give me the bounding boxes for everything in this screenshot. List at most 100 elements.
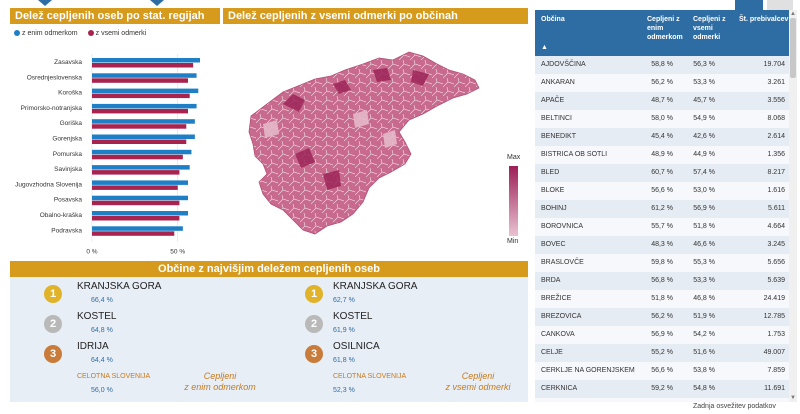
cell-one-dose: 60,7 % [651,169,673,176]
bar-all-doses[interactable] [92,170,180,175]
table-row[interactable]: BLED 60,7 % 57,4 % 8.217 [535,164,789,182]
cell-one-dose: 56,8 % [651,277,673,284]
cell-one-dose: 54,2 % [651,398,673,402]
high-rate-municipalities[interactable] [283,68,429,190]
table-row[interactable]: BELTINCI 58,0 % 54,9 % 8.068 [535,110,789,128]
bar-one-dose[interactable] [92,165,190,170]
bar-all-doses[interactable] [92,93,190,99]
cell-all-doses: 45,7 % [693,97,715,104]
table-row[interactable]: AJDOVŠČINA 58,8 % 56,3 % 19.704 [535,56,789,74]
col-header-municipality[interactable]: Občina [541,16,565,23]
scroll-thumb[interactable] [790,18,796,78]
col-header-one-dose[interactable]: Cepljeni z enim odmerkom [647,16,683,41]
cell-population: 11.691 [764,385,785,392]
rank-badge-icon: 3 [44,345,62,363]
bar-all-doses[interactable] [92,139,187,145]
table-row[interactable]: CERKNICA 59,2 % 54,8 % 11.691 [535,380,789,398]
col-header-all-doses[interactable]: Cepljeni z vsemi odmerki [693,16,726,41]
table-row[interactable]: CERKNO 54,2 % 50,0 % 4.547 [535,398,789,402]
cell-one-dose: 48,9 % [651,151,673,158]
cell-one-dose: 61,2 % [651,205,673,212]
table-row[interactable]: CANKOVA 56,9 % 54,2 % 1.753 [535,326,789,344]
view-button[interactable] [767,0,793,10]
low-rate-municipalities[interactable] [263,110,397,148]
nav-tab-marker[interactable] [150,0,164,6]
category-label: Osrednjeslovenska [27,74,83,81]
table-row[interactable]: BOVEC 48,3 % 46,6 % 3.245 [535,236,789,254]
scroll-up-icon[interactable]: ▲ [790,11,796,17]
rank-value: 64,4 % [91,357,113,364]
bar-one-dose[interactable] [92,119,195,124]
cell-population: 3.245 [767,241,785,248]
municipality-table: Občina Cepljeni z enim odmerkom Cepljeni… [535,10,797,402]
rank-name: KOSTEL [333,311,373,322]
bar-one-dose[interactable] [92,211,188,216]
table-row[interactable]: BRDA 56,8 % 53,3 % 5.639 [535,272,789,290]
table-row[interactable]: BLOKE 56,6 % 53,0 % 1.616 [535,182,789,200]
table-row[interactable]: BREZOVICA 56,2 % 51,9 % 12.785 [535,308,789,326]
cell-one-dose: 55,2 % [651,349,673,356]
bar-one-dose[interactable] [92,73,197,78]
bar-all-doses[interactable] [92,63,194,68]
bar-all-doses[interactable] [92,78,188,83]
bar-all-doses[interactable] [92,124,187,129]
table-row[interactable]: BOHINJ 61,2 % 56,9 % 5.611 [535,200,789,218]
bar-one-dose[interactable] [92,180,188,185]
bar-one-dose[interactable] [92,226,183,231]
col-header-population[interactable]: Št. prebivalcev [739,16,789,23]
bar-all-doses[interactable] [92,216,180,221]
bar-one-dose[interactable] [92,88,199,94]
cell-population: 7.859 [767,367,785,374]
bar-all-doses[interactable] [92,154,183,160]
category-label: Jugovzhodna Slovenija [15,181,82,188]
cell-all-doses: 53,3 % [693,79,715,86]
table-row[interactable]: CELJE 55,2 % 51,6 % 49.007 [535,344,789,362]
table-row[interactable]: BREŽICE 51,8 % 46,8 % 24.419 [535,290,789,308]
cell-all-doses: 57,4 % [693,169,715,176]
rank-badge-icon: 2 [305,315,323,333]
cell-one-dose: 59,8 % [651,259,673,266]
cell-municipality: BELTINCI [541,115,572,122]
table-row[interactable]: BISTRICA OB SOTLI 48,9 % 44,9 % 1.356 [535,146,789,164]
bar-all-doses[interactable] [92,200,180,206]
legend-item-one-dose[interactable]: z enim odmerkom [14,30,78,37]
table-row[interactable]: APAČE 48,7 % 45,7 % 3.556 [535,92,789,110]
bar-one-dose[interactable] [92,195,188,201]
slovenia-shape[interactable] [248,51,480,235]
table-row[interactable]: CERKLJE NA GORENJSKEM 56,6 % 53,8 % 7.859 [535,362,789,380]
table-row[interactable]: BENEDIKT 45,4 % 42,6 % 2.614 [535,128,789,146]
sort-ascending-icon[interactable]: ▲ [541,44,548,51]
bar-one-dose[interactable] [92,134,195,140]
cell-all-doses: 55,3 % [693,259,715,266]
municipality-map: Max Min [223,24,528,260]
bar-one-dose[interactable] [92,58,200,63]
table-row[interactable]: BRASLOVČE 59,8 % 55,3 % 5.656 [535,254,789,272]
nav-tab-marker[interactable] [38,0,52,6]
scroll-down-icon[interactable]: ▼ [790,395,796,401]
bar-all-doses[interactable] [92,185,178,190]
bar-all-doses[interactable] [92,231,175,236]
bar-one-dose[interactable] [92,103,197,109]
top-municipalities-panel: 1 KRANJSKA GORA 66,4 % 2 KOSTEL 64,8 % 3… [10,277,528,402]
table-row[interactable]: ANKARAN 56,2 % 53,3 % 3.261 [535,74,789,92]
legend-dot-icon [87,30,94,36]
cell-municipality: CERKNICA [541,385,578,392]
slovenia-map[interactable] [223,24,528,260]
cell-municipality: BREZOVICA [541,313,582,320]
bar-chart-svg: Zasavska Osrednjeslovenska Koroška Primorsk… [15,54,200,256]
top-panel-title: Občine z najvišjim deležem cepljenih ose… [10,261,528,277]
view-button[interactable] [735,0,763,10]
slovenia-total-value: 52,3 % [333,387,355,394]
bar-one-dose[interactable] [92,149,192,155]
legend-item-all-doses[interactable]: z vsemi odmerki [87,30,146,37]
cell-one-dose: 51,8 % [651,295,673,302]
table-row[interactable]: BOROVNICA 55,7 % 51,8 % 4.664 [535,218,789,236]
table-scrollbar[interactable]: ▲ ▼ [789,10,797,402]
rank-value: 66,4 % [91,297,113,304]
cell-all-doses: 51,8 % [693,223,715,230]
cell-all-doses: 53,3 % [693,277,715,284]
bar-all-doses[interactable] [92,108,188,114]
cell-population: 19.704 [763,61,785,68]
cell-all-doses: 51,9 % [693,313,715,320]
